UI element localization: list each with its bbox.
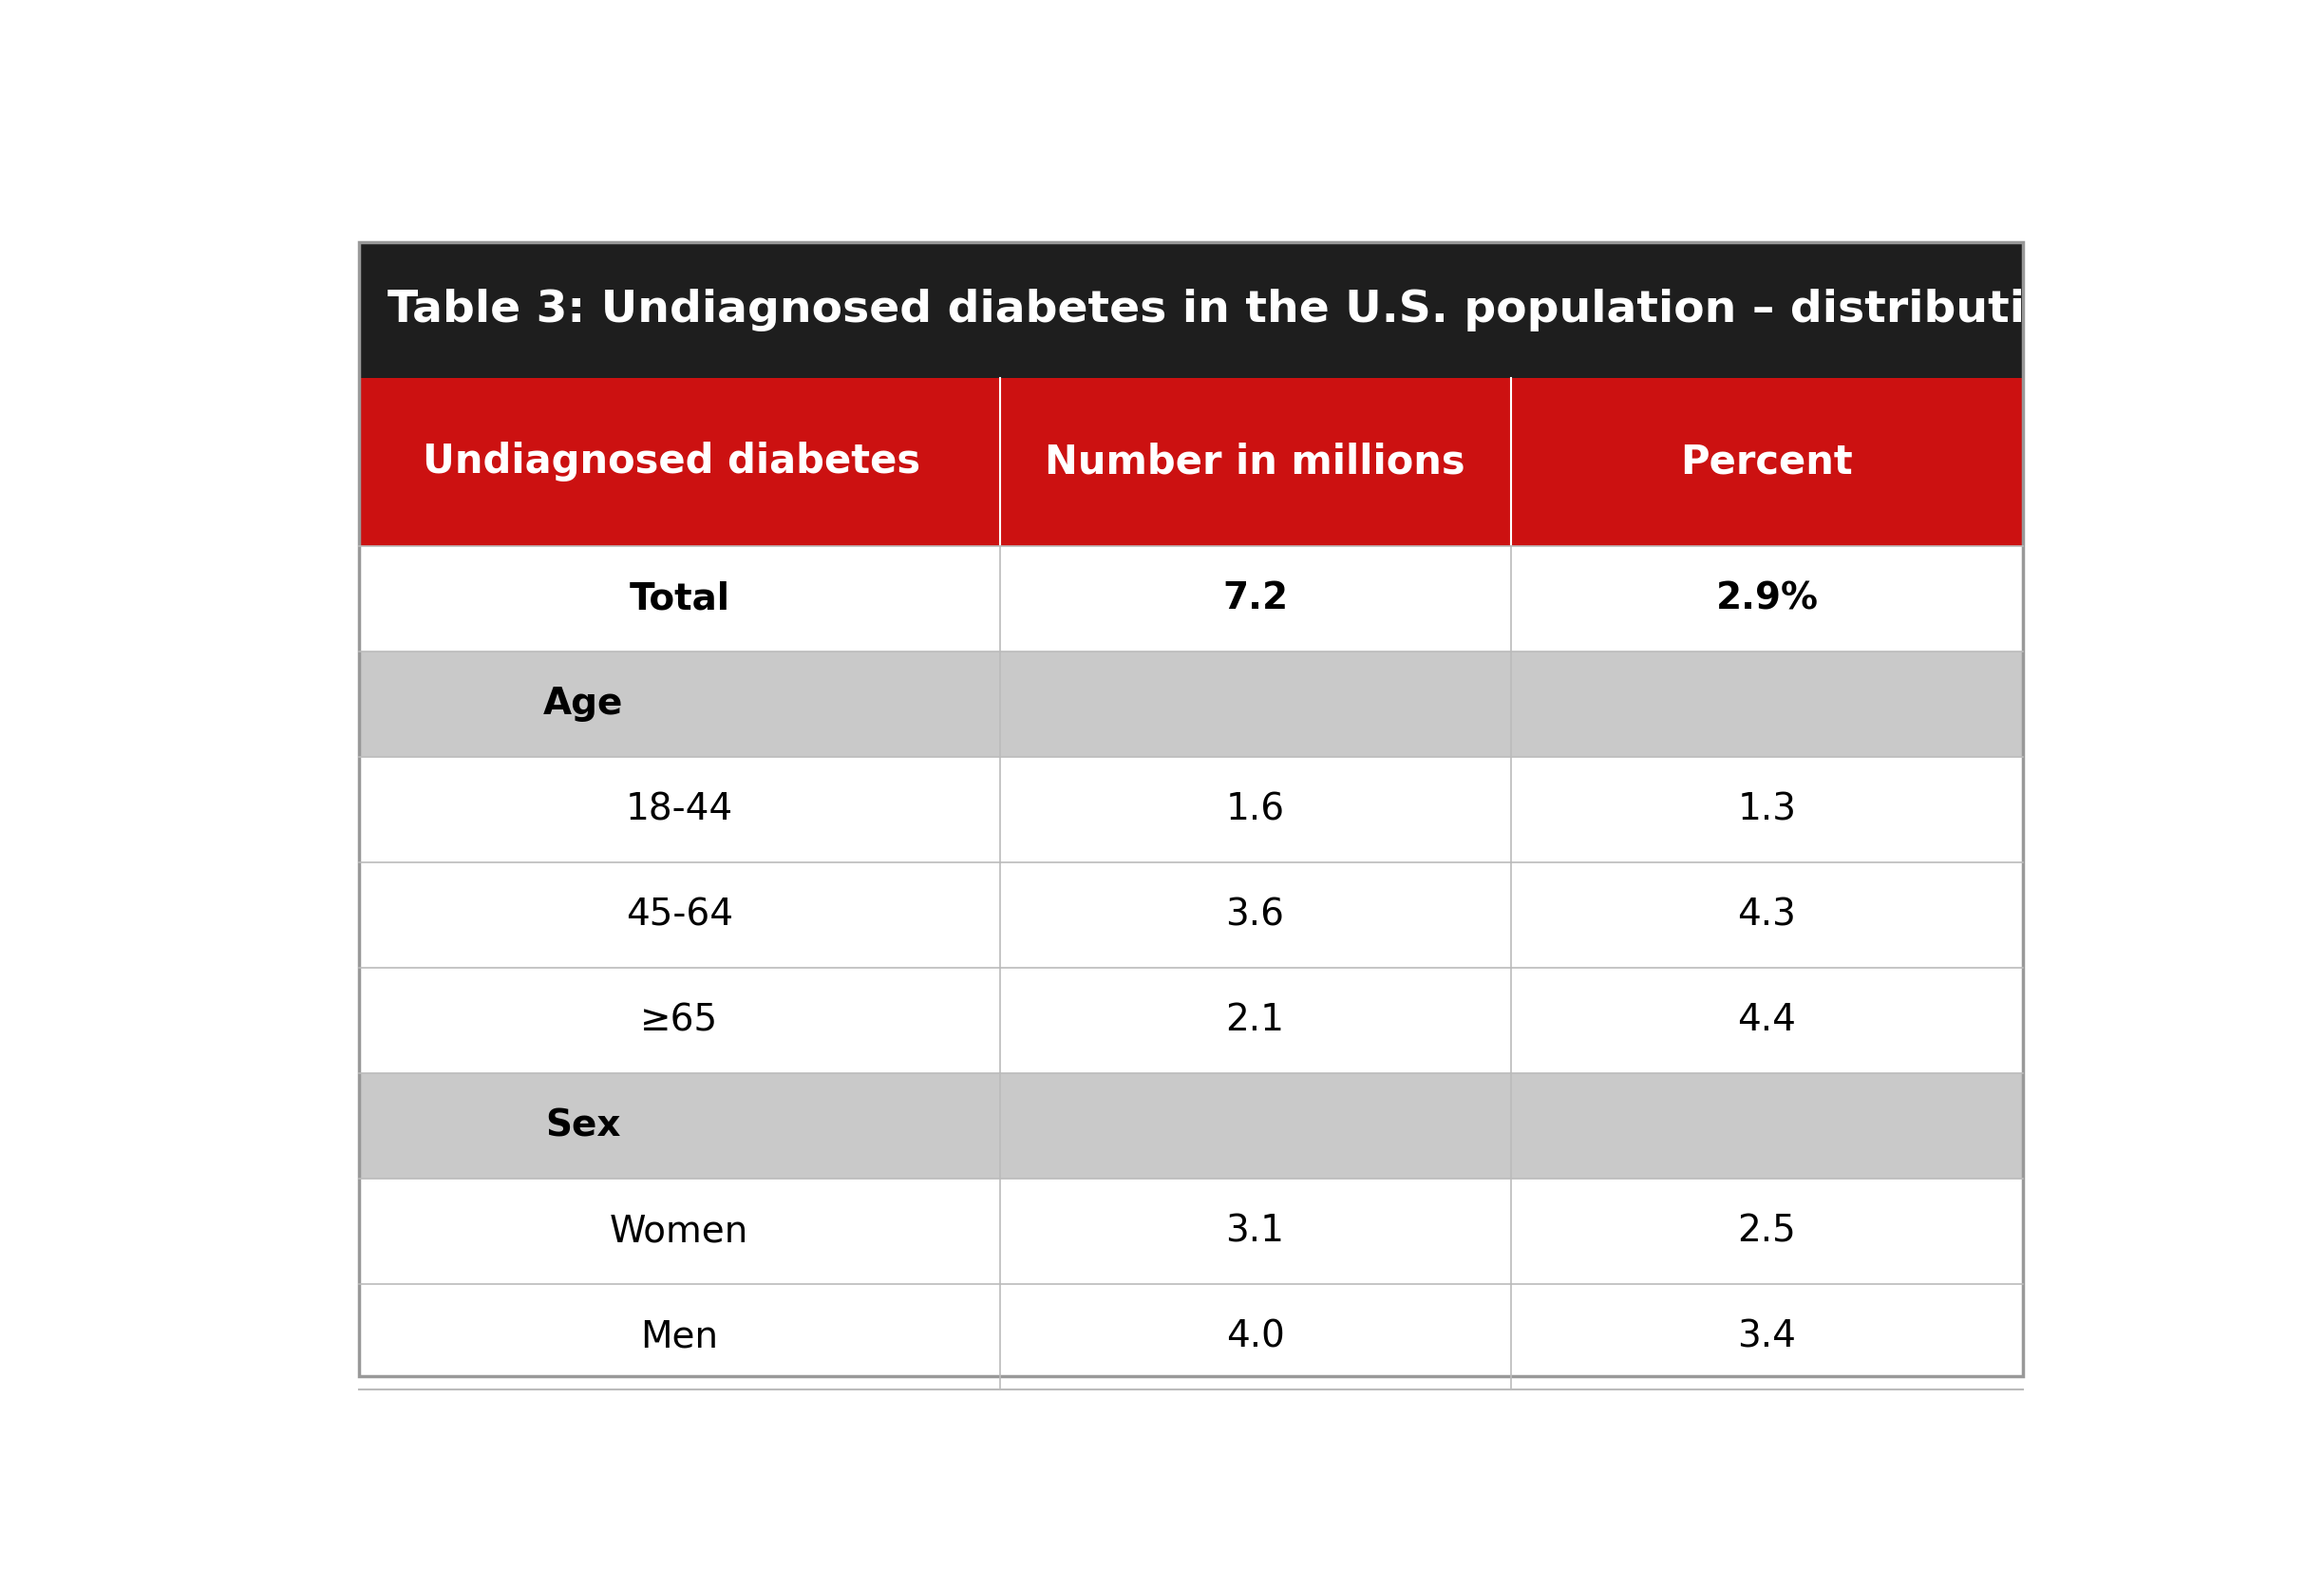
Bar	[358, 757, 999, 862]
Bar	[358, 378, 999, 546]
Text: 4.4: 4.4	[1738, 1003, 1796, 1038]
Text: 45-64: 45-64	[625, 897, 732, 933]
Bar	[1511, 757, 2024, 862]
Bar	[358, 862, 999, 968]
Text: Women: Women	[609, 1212, 748, 1249]
Bar	[1511, 378, 2024, 546]
Text: 2.5: 2.5	[1738, 1212, 1796, 1249]
Bar	[999, 968, 1511, 1073]
Text: Total: Total	[630, 581, 730, 616]
Bar	[999, 862, 1511, 968]
Bar	[1511, 1073, 2024, 1179]
Text: Age: Age	[544, 686, 623, 722]
Bar	[358, 651, 999, 757]
Bar	[1511, 1179, 2024, 1284]
Bar	[999, 546, 1511, 651]
Bar	[358, 546, 999, 651]
Text: 4.3: 4.3	[1738, 897, 1796, 933]
Text: 1.3: 1.3	[1738, 792, 1796, 827]
Bar	[1511, 968, 2024, 1073]
Text: 2.9%: 2.9%	[1715, 581, 1817, 616]
Bar	[1511, 862, 2024, 968]
Bar	[999, 757, 1511, 862]
Bar	[999, 378, 1511, 546]
Bar	[358, 1284, 999, 1389]
Text: 3.1: 3.1	[1225, 1212, 1285, 1249]
Text: 3.6: 3.6	[1225, 897, 1285, 933]
Bar	[1511, 651, 2024, 757]
Text: Sex: Sex	[546, 1108, 621, 1144]
Text: ≥65: ≥65	[641, 1003, 718, 1038]
Text: Men: Men	[641, 1319, 718, 1355]
Bar	[1511, 546, 2024, 651]
Text: Table 3: Undiagnosed diabetes in the U.S. population – distribution: Table 3: Undiagnosed diabetes in the U.S…	[388, 289, 2087, 332]
Bar	[358, 241, 2024, 378]
Text: 1.6: 1.6	[1225, 792, 1285, 827]
Bar	[358, 1179, 999, 1284]
Text: 2.1: 2.1	[1225, 1003, 1285, 1038]
Bar	[999, 1179, 1511, 1284]
Bar	[999, 1284, 1511, 1389]
Bar	[999, 651, 1511, 757]
Text: Undiagnosed diabetes: Undiagnosed diabetes	[423, 441, 920, 482]
Text: Number in millions: Number in millions	[1046, 441, 1466, 482]
Bar	[358, 968, 999, 1073]
Text: 4.0: 4.0	[1225, 1319, 1285, 1355]
Bar	[1511, 1284, 2024, 1389]
Bar	[999, 1073, 1511, 1179]
Bar	[358, 1073, 999, 1179]
Text: 3.4: 3.4	[1738, 1319, 1796, 1355]
Text: 7.2: 7.2	[1222, 581, 1287, 616]
Text: Percent: Percent	[1680, 441, 1852, 482]
Text: 18-44: 18-44	[625, 792, 732, 827]
